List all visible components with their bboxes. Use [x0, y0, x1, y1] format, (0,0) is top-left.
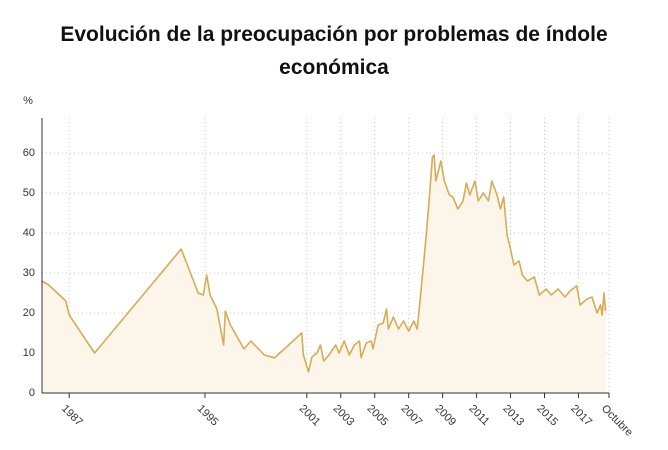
y-tick-label: 40 — [23, 227, 35, 239]
x-tick-label: 2017 — [568, 403, 594, 429]
y-tick-label: 50 — [23, 187, 35, 199]
line — [41, 154, 607, 373]
y-tick-label: 10 — [23, 347, 35, 359]
x-tick-label: 2005 — [365, 403, 391, 429]
x-tick-label: 1995 — [195, 403, 221, 429]
y-axis-label: % — [23, 95, 33, 107]
y-tick-label: 60 — [23, 147, 35, 159]
x-tick-label: 2013 — [500, 403, 526, 429]
area — [42, 155, 606, 393]
y-tick-label: 20 — [23, 307, 35, 319]
x-tick-label: 2003 — [331, 403, 357, 429]
x-tick-label: 2015 — [534, 403, 560, 429]
y-tick-label: 30 — [23, 267, 35, 279]
x-tick-label: 2007 — [399, 403, 425, 429]
x-tick-label: 1987 — [59, 403, 85, 429]
x-tick-label: Octubre — [599, 403, 635, 439]
x-tick-label: 2001 — [297, 403, 323, 429]
y-tick-label: 0 — [29, 387, 35, 399]
x-tick-label: 2011 — [466, 403, 491, 428]
chart-title: Evolución de la preocupación por problem… — [60, 23, 608, 79]
x-tick-label: 2009 — [432, 403, 458, 429]
